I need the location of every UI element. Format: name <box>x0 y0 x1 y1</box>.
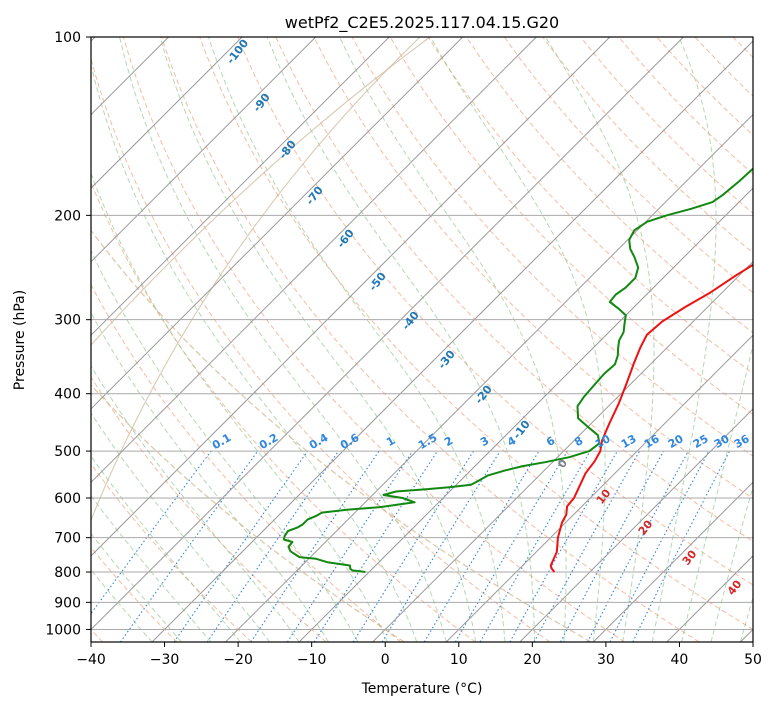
y-tick-label: 400 <box>54 387 81 403</box>
y-tick-label: 500 <box>54 444 81 460</box>
y-axis-label: Pressure (hPa) <box>12 290 28 390</box>
x-tick-label: 0 <box>381 652 390 668</box>
x-tick-label: −10 <box>297 652 327 668</box>
x-tick-label: −30 <box>150 652 180 668</box>
y-tick-label: 700 <box>54 531 81 547</box>
y-tick-label: 300 <box>54 313 81 329</box>
x-tick-label: 40 <box>671 652 689 668</box>
chart-title: wetPf2_C2E5.2025.117.04.15.G20 <box>285 13 559 33</box>
x-tick-label: −20 <box>223 652 253 668</box>
x-tick-label: 10 <box>450 652 468 668</box>
y-tick-label: 100 <box>54 30 81 46</box>
y-tick-label: 600 <box>54 491 81 507</box>
x-tick-label: 30 <box>597 652 615 668</box>
x-tick-label: 20 <box>523 652 541 668</box>
x-axis-label: Temperature (°C) <box>361 681 483 697</box>
y-tick-label: 1000 <box>45 622 81 638</box>
y-tick-label: 800 <box>54 565 81 581</box>
x-tick-label: 50 <box>744 652 762 668</box>
y-tick-label: 900 <box>54 595 81 611</box>
x-tick-label: −40 <box>76 652 106 668</box>
y-tick-label: 200 <box>54 208 81 224</box>
